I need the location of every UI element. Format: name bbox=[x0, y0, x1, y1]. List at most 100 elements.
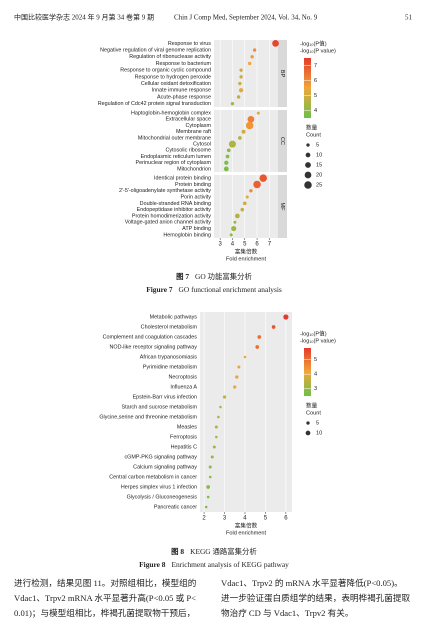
dot bbox=[271, 325, 276, 329]
dot bbox=[230, 101, 235, 106]
facet-label: MF bbox=[279, 202, 285, 211]
y-tick-label: Cytoplasm bbox=[186, 123, 212, 129]
legend-dot bbox=[305, 152, 311, 158]
y-tick-label: Protein homodimerization activity bbox=[132, 213, 211, 219]
caption-label: 图 7 bbox=[176, 272, 189, 281]
journal: 中国比较医学杂志 2024 年 9 月第 34 卷第 9 期 bbox=[14, 13, 154, 22]
y-tick-label: Measles bbox=[177, 424, 197, 430]
colorbar-label: 7 bbox=[314, 63, 317, 69]
y-tick-label: Pyrimidine metabolism bbox=[143, 364, 198, 370]
legend-title: Count bbox=[306, 410, 321, 416]
dot bbox=[235, 375, 239, 379]
body-line: Vdac1、Trpv2 的 mRNA 水平显著降低(P<0.05)。 bbox=[221, 577, 403, 588]
caption: 图 8 KEGG 通路富集分析 bbox=[171, 547, 257, 556]
dot bbox=[250, 55, 254, 59]
caption-label: Figure 7 bbox=[146, 285, 173, 294]
dot bbox=[238, 88, 244, 93]
legend-label: 10 bbox=[316, 152, 322, 158]
dot bbox=[235, 213, 240, 219]
dot bbox=[217, 415, 220, 419]
caption-text: GO 功能富集分析 bbox=[195, 272, 252, 281]
x-tick-label: 5 bbox=[264, 516, 268, 522]
dot bbox=[233, 220, 237, 224]
dot bbox=[223, 166, 229, 172]
dot bbox=[255, 345, 260, 349]
caption-text: Enrichment analysis of KEGG pathway bbox=[171, 560, 289, 569]
y-tick-label: Acute-phase response bbox=[157, 94, 211, 100]
legend-title: -log₁₀(P值) bbox=[300, 329, 327, 337]
y-tick-label: Pancreatic cancer bbox=[154, 504, 197, 510]
y-tick-label: Endopeptidase inhibitor activity bbox=[137, 207, 212, 213]
panel-background bbox=[200, 312, 292, 512]
y-tick-label: Mitochondrial outer membrane bbox=[138, 135, 211, 141]
dot bbox=[259, 174, 267, 182]
legend-dot bbox=[306, 143, 310, 147]
x-axis-title-en: Fold enrichment bbox=[226, 530, 267, 536]
y-tick-label: Glycolysis / Gluconeogenesis bbox=[127, 494, 198, 500]
dot bbox=[238, 81, 242, 86]
dot bbox=[206, 485, 211, 489]
y-tick-label: Haptoglobin-hemoglobin complex bbox=[131, 111, 211, 117]
y-tick-label: Calcium signaling pathway bbox=[133, 464, 197, 470]
body-line: 进一步验证蛋白质组学的结果，表明桦褐孔菌提取 bbox=[221, 592, 410, 603]
body-line: 0.01)；与模型组相比，桦褐孔菌提取物干预后， bbox=[14, 607, 195, 618]
facet-strip bbox=[278, 110, 287, 172]
colorbar-label: 4 bbox=[314, 372, 317, 378]
y-tick-label: Regulation of Cdc42 protein signal trans… bbox=[98, 101, 211, 107]
y-tick-label: Hemoglobin binding bbox=[163, 232, 211, 238]
dot bbox=[215, 435, 218, 439]
body-line: 进行检测，结果见图 11。对照组相比，模型组的 bbox=[14, 577, 196, 588]
y-tick-label: Perinuclear region of cytoplasm bbox=[135, 160, 211, 166]
y-tick-label: Necroptosis bbox=[169, 374, 198, 380]
dot bbox=[214, 425, 218, 429]
dot bbox=[225, 154, 230, 159]
y-tick-label: Regulation of ribonuclease activity bbox=[129, 54, 211, 60]
dot bbox=[224, 160, 229, 165]
y-tick-label: Double-stranded RNA binding bbox=[140, 201, 211, 207]
dot bbox=[253, 180, 261, 189]
x-tick-label: 5 bbox=[243, 242, 247, 248]
y-tick-label: Cytosol bbox=[193, 142, 211, 148]
caption-en: Figure 8 Enrichment analysis of KEGG path… bbox=[139, 560, 289, 569]
y-tick-label: Extracellular space bbox=[165, 117, 211, 123]
y-tick-label: Negative regulation of viral genome repl… bbox=[100, 47, 211, 53]
colorbar bbox=[304, 58, 311, 118]
dot bbox=[283, 314, 289, 320]
x-tick-label: 7 bbox=[268, 242, 272, 248]
legend-title: -log₁₀(P value) bbox=[300, 338, 336, 344]
dot bbox=[208, 465, 212, 469]
y-tick-label: Response to hydrogen peroxide bbox=[135, 74, 211, 80]
legend-label: 25 bbox=[316, 182, 322, 188]
y-tick-label: Voltage-gated anion channel activity bbox=[125, 220, 212, 226]
dot bbox=[247, 115, 255, 123]
y-tick-label: Epstein-Barr virus infection bbox=[133, 394, 197, 400]
y-tick-label: Herpes simplex virus 1 infection bbox=[121, 484, 197, 490]
legend-label: 5 bbox=[316, 142, 319, 148]
legend-label: 10 bbox=[316, 430, 322, 436]
dot bbox=[249, 189, 253, 193]
caption: 图 7 GO 功能富集分析 bbox=[176, 272, 252, 281]
legend-dot bbox=[305, 162, 311, 168]
colorbar bbox=[304, 348, 311, 396]
legend-dot bbox=[305, 430, 311, 436]
dot bbox=[206, 495, 210, 499]
legend-label: 20 bbox=[316, 172, 322, 178]
y-tick-label: NOD-like receptor signaling pathway bbox=[110, 344, 198, 350]
panel-background bbox=[214, 110, 278, 172]
dot bbox=[245, 195, 249, 199]
y-tick-label: 2'-5'-oligoadenylate synthetase activity bbox=[119, 188, 211, 194]
y-tick-label: Mitochondrion bbox=[177, 166, 211, 172]
colorbar-label: 5 bbox=[314, 93, 317, 99]
x-tick-label: 3 bbox=[223, 516, 227, 522]
panel-background bbox=[214, 175, 278, 238]
dot bbox=[239, 75, 243, 79]
dot bbox=[208, 475, 212, 479]
facet-strip bbox=[278, 175, 287, 238]
x-tick-label: 4 bbox=[243, 516, 247, 522]
caption-text: GO functional enrichment analysis bbox=[179, 285, 282, 294]
colorbar-label: 4 bbox=[314, 108, 317, 114]
y-tick-label: Protein binding bbox=[175, 182, 211, 188]
legend-title: 数量 bbox=[306, 401, 318, 409]
dot bbox=[233, 385, 237, 389]
